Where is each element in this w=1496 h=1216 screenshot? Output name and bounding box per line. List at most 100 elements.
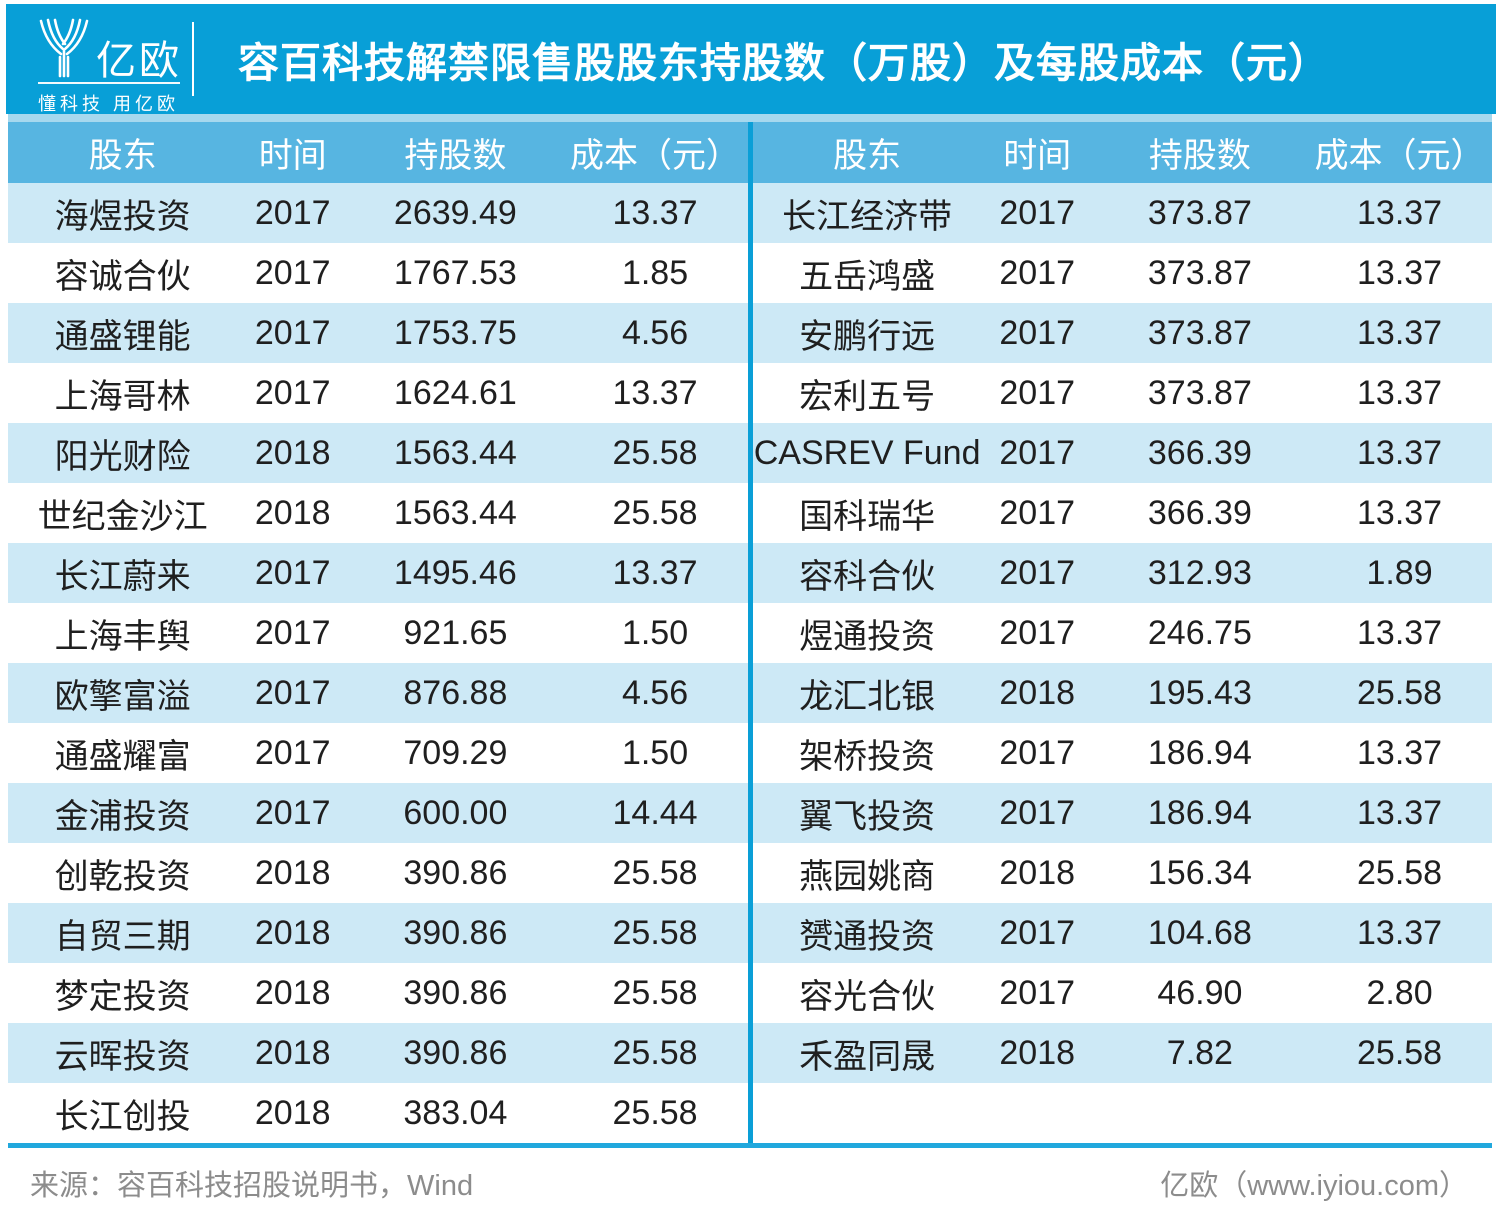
cost-cell: 1.85 [621, 253, 689, 292]
cost-cell: 13.37 [612, 193, 698, 232]
table-row: 通盛锂能 2017 1753.75 4.56 [8, 303, 748, 363]
shares-cell: 104.68 [1147, 913, 1252, 952]
shares-cell: 373.87 [1147, 193, 1252, 232]
shares-cell: 366.39 [1147, 433, 1252, 472]
shareholder-cell: 欧擎富溢 [54, 677, 191, 716]
cost-cell: 1.50 [621, 733, 689, 772]
year-cell: 2018 [254, 913, 331, 952]
cost-cell: 25.58 [612, 853, 698, 892]
table-row: 宏利五号 2017 373.87 13.37 [752, 363, 1492, 423]
table-row: 创乾投资 2018 390.86 25.58 [8, 843, 748, 903]
year-cell: 2017 [999, 553, 1076, 592]
col-header-shareholder: 股东 [833, 137, 902, 175]
table-row: 安鹏行远 2017 373.87 13.37 [752, 303, 1492, 363]
year-cell: 2017 [999, 433, 1076, 472]
table-row: CASREV Fund 2017 366.39 13.37 [752, 423, 1492, 483]
tables-center-divider [747, 122, 753, 1143]
page-title: 容百科技解禁限售股股东持股数（万股）及每股成本（元） [238, 40, 1330, 86]
shareholder-cell: 赟通投资 [799, 917, 936, 956]
shareholder-cell: 容诚合伙 [54, 257, 191, 296]
table-right-body: 长江经济带 2017 373.87 13.37 五岳鸿盛 2017 373.87 13.37 安… [752, 183, 1492, 1083]
table-row: 龙汇北银 2018 195.43 25.58 [752, 663, 1492, 723]
table-row: 容诚合伙 2017 1767.53 1.85 [8, 243, 748, 303]
shares-cell: 186.94 [1147, 733, 1252, 772]
iyiou-logo: 亿欧 懂科技 用亿欧 [6, 4, 190, 114]
shareholder-cell: 自贸三期 [54, 917, 191, 956]
shares-cell: 600.00 [403, 793, 508, 832]
year-cell: 2017 [254, 733, 331, 772]
shares-cell: 390.86 [403, 853, 508, 892]
cost-cell: 25.58 [612, 433, 698, 472]
table-row: 国科瑞华 2017 366.39 13.37 [752, 483, 1492, 543]
year-cell: 2017 [999, 733, 1076, 772]
logo-tagline: 懂科技 用亿欧 [38, 94, 180, 114]
table-left-header: 股东 时间 持股数 成本（元） [8, 122, 748, 183]
shareholder-cell: 云晖投资 [54, 1037, 191, 1076]
table-row: 海煜投资 2017 2639.49 13.37 [8, 183, 748, 243]
table-left: 股东 时间 持股数 成本（元） 海煜投资 2017 2639.49 13.37 容诚合伙… [8, 122, 748, 1143]
shareholder-cell: 安鹏行远 [799, 317, 936, 356]
cost-cell: 1.50 [621, 613, 689, 652]
table-right: 股东 时间 持股数 成本（元） 长江经济带 2017 373.87 13.37 五岳鸿盛… [752, 122, 1492, 1143]
shareholder-cell: 通盛锂能 [54, 317, 191, 356]
shares-cell: 2639.49 [393, 193, 517, 232]
year-cell: 2017 [254, 673, 331, 712]
year-cell: 2018 [254, 433, 331, 472]
shareholder-cell: 禾盈同晟 [799, 1037, 936, 1076]
table-row: 架桥投资 2017 186.94 13.37 [752, 723, 1492, 783]
shares-cell: 390.86 [403, 913, 508, 952]
table-row: 梦定投资 2018 390.86 25.58 [8, 963, 748, 1023]
tables-container: 股东 时间 持股数 成本（元） 海煜投资 2017 2639.49 13.37 容诚合伙… [8, 122, 1492, 1143]
table-row: 通盛耀富 2017 709.29 1.50 [8, 723, 748, 783]
shareholder-cell: 架桥投资 [799, 737, 936, 776]
iyiou-logo-icon [39, 18, 89, 78]
footer: 来源：容百科技招股说明书，Wind 亿欧（www.iyiou.com） [0, 1150, 1496, 1216]
table-row: 金浦投资 2017 600.00 14.44 [8, 783, 748, 843]
shares-cell: 383.04 [403, 1093, 508, 1132]
shareholder-cell: CASREV Fund [753, 433, 981, 472]
bottom-rule [8, 1143, 1492, 1148]
shareholder-cell: 国科瑞华 [799, 497, 936, 536]
cost-cell: 14.44 [612, 793, 698, 832]
col-header-shareholder: 股东 [88, 137, 157, 175]
year-cell: 2018 [254, 973, 331, 1012]
col-header-cost: 成本（元） [1314, 137, 1485, 175]
shareholder-cell: 阳光财险 [54, 437, 191, 476]
shares-cell: 1624.61 [393, 373, 517, 412]
year-cell: 2018 [254, 1033, 331, 1072]
shareholder-cell: 煜通投资 [799, 617, 936, 656]
cost-cell: 25.58 [1357, 673, 1443, 712]
cost-cell: 25.58 [612, 913, 698, 952]
year-cell: 2017 [999, 913, 1076, 952]
shareholder-cell: 上海丰舆 [54, 617, 191, 656]
shareholder-cell: 梦定投资 [54, 977, 191, 1016]
shareholder-cell: 上海哥林 [54, 377, 191, 416]
year-cell: 2017 [254, 253, 331, 292]
shares-cell: 390.86 [403, 973, 508, 1012]
shares-cell: 7.82 [1166, 1033, 1233, 1072]
year-cell: 2018 [254, 1093, 331, 1132]
site-text: 亿欧（www.iyiou.com） [1160, 1170, 1468, 1202]
cost-cell: 13.37 [1357, 313, 1443, 352]
shareholder-cell: 长江创投 [54, 1097, 191, 1136]
cost-cell: 25.58 [612, 973, 698, 1012]
table-row: 上海哥林 2017 1624.61 13.37 [8, 363, 748, 423]
table-row: 五岳鸿盛 2017 373.87 13.37 [752, 243, 1492, 303]
table-row: 世纪金沙江 2018 1563.44 25.58 [8, 483, 748, 543]
year-cell: 2017 [999, 613, 1076, 652]
shares-cell: 1753.75 [393, 313, 517, 352]
year-cell: 2017 [254, 313, 331, 352]
year-cell: 2017 [254, 193, 331, 232]
shares-cell: 1767.53 [393, 253, 517, 292]
shares-cell: 156.34 [1147, 853, 1252, 892]
cost-cell: 13.37 [1357, 913, 1443, 952]
gap-strip [8, 114, 1492, 122]
year-cell: 2017 [254, 553, 331, 592]
cost-cell: 25.58 [612, 493, 698, 532]
shares-cell: 366.39 [1147, 493, 1252, 532]
cost-cell: 13.37 [1357, 373, 1443, 412]
cost-cell: 13.37 [1357, 733, 1443, 772]
table-row: 上海丰舆 2017 921.65 1.50 [8, 603, 748, 663]
shareholder-cell: 翼飞投资 [799, 797, 936, 836]
